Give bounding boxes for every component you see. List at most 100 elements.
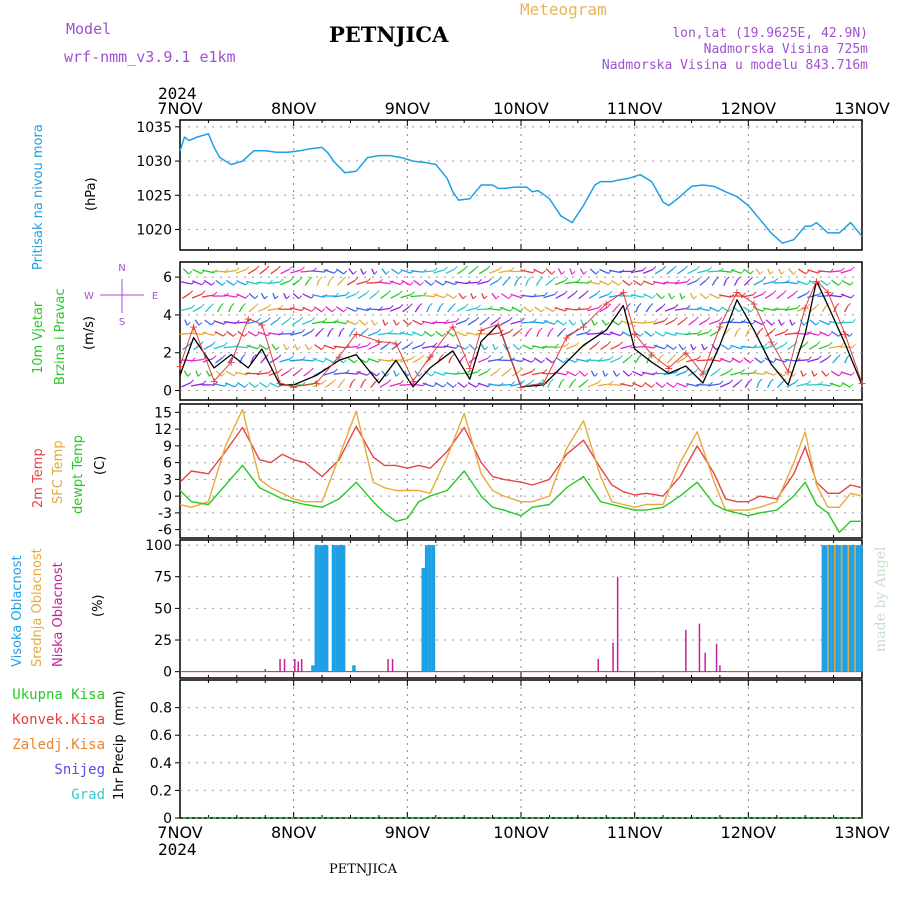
wind-barb: [718, 294, 732, 298]
mid-cloud-bar: [854, 545, 856, 672]
wind-barb: [346, 306, 356, 312]
wind-barb: [633, 330, 641, 337]
wind-barb: [575, 308, 589, 311]
wind-barb-head: [198, 321, 203, 326]
wind-barb: [283, 343, 287, 351]
wind-barb-head: [771, 327, 776, 332]
wind-barb: [325, 381, 333, 388]
wind-barb-head: [341, 378, 346, 383]
cloud-tick-label: 100: [145, 538, 172, 554]
wind-barb: [787, 293, 795, 300]
wind-barb-head: [594, 373, 598, 377]
wind-barb: [763, 344, 775, 350]
wind-barb-head: [245, 294, 249, 299]
wind-barb-head: [739, 359, 744, 363]
wind-barb: [743, 268, 751, 275]
wind-gust-marker: +: [209, 375, 218, 388]
wind-barb-head: [708, 266, 712, 271]
wind-barb: [841, 382, 851, 388]
wind-barb: [467, 382, 477, 388]
wind-barb: [609, 357, 621, 363]
low-cloud-bar: [300, 659, 303, 672]
wind-barb-head: [851, 266, 855, 271]
wind-barb: [697, 307, 709, 312]
wind-barb: [830, 370, 840, 377]
wind-barb-head: [794, 379, 799, 383]
wind-barb-head: [509, 328, 514, 333]
wind-barb-head: [618, 321, 623, 326]
wind-barb-head: [539, 276, 544, 281]
wind-barb-head: [607, 341, 611, 345]
wind-barb: [709, 293, 719, 299]
wind-gust-marker: +: [312, 377, 321, 390]
wind-barb: [344, 345, 358, 349]
wind-barb-head: [815, 321, 820, 326]
wind-barb-head: [518, 327, 523, 332]
wind-barb: [259, 268, 267, 275]
wind-barb: [699, 279, 707, 286]
wind-barb-head: [616, 373, 620, 377]
panel-frame: [179, 679, 863, 819]
wind-barb-head: [661, 384, 666, 388]
wind-barb: [806, 383, 820, 386]
wind-barb: [456, 306, 466, 313]
legend-conv-precip: Konvek.Kisa: [12, 712, 105, 728]
wind-barb: [777, 319, 783, 326]
wind-barb-head: [848, 333, 853, 337]
wind-barb-head: [428, 303, 433, 307]
wind-barb: [180, 307, 192, 312]
wind-barb: [300, 358, 314, 362]
wind-barb: [608, 269, 622, 274]
wind-barb-head: [230, 303, 235, 307]
wind-barb-head: [233, 332, 237, 337]
low-cloud-bar: [387, 659, 389, 672]
wind-barb-head: [343, 308, 347, 313]
wind-barb-head: [851, 371, 855, 376]
wind-barb-head: [759, 327, 764, 332]
wind-barb-head: [222, 354, 226, 359]
wind-barb: [323, 344, 335, 350]
wind-barb: [534, 306, 542, 313]
wind-barb-head: [472, 295, 477, 300]
wind-barb-head: [540, 378, 544, 383]
wind-barb: [731, 357, 741, 364]
model-label: Model: [66, 20, 112, 38]
wind-barb: [743, 357, 751, 364]
wind-barb: [399, 383, 413, 386]
wind-barb: [664, 331, 676, 337]
high-cloud-bar: [821, 545, 826, 672]
wind-barb-head: [628, 372, 633, 377]
wind-barb-head: [430, 354, 434, 358]
wind-barb-head: [563, 321, 567, 326]
wind-barb: [840, 293, 852, 299]
high-cloud-bar: [314, 545, 319, 672]
wind-barb-head: [441, 333, 446, 337]
wind-barb: [676, 382, 686, 388]
wind-barb-head: [664, 317, 668, 322]
wind-barb: [289, 359, 303, 362]
wind-barb-head: [595, 270, 600, 275]
wind-barb: [302, 306, 312, 312]
wind-barb-head: [269, 279, 273, 284]
wind-barb: [687, 268, 697, 275]
wind-barb: [711, 279, 717, 286]
wind-barb-head: [676, 279, 680, 284]
x-tick-label-bottom: 13NOV: [834, 823, 890, 842]
wind-barb-head: [213, 291, 218, 296]
wind-barb-head: [464, 265, 468, 270]
wind-barb: [424, 279, 432, 286]
wind-barb-head: [420, 281, 424, 286]
wind-barb-head: [764, 343, 768, 347]
wind-barb-head: [609, 355, 614, 360]
wind-barb: [280, 370, 290, 377]
wind-barb-head: [508, 295, 512, 299]
wind-barb-head: [628, 281, 633, 286]
wind-barb: [502, 279, 508, 286]
wind-barb-head: [408, 321, 413, 326]
high-cloud-bar: [318, 545, 322, 672]
wind-barb: [470, 292, 474, 300]
wind-barb-head: [738, 378, 743, 383]
wind-barb: [685, 332, 699, 335]
wind-barb: [344, 372, 358, 375]
wind-barb-head: [367, 277, 371, 282]
